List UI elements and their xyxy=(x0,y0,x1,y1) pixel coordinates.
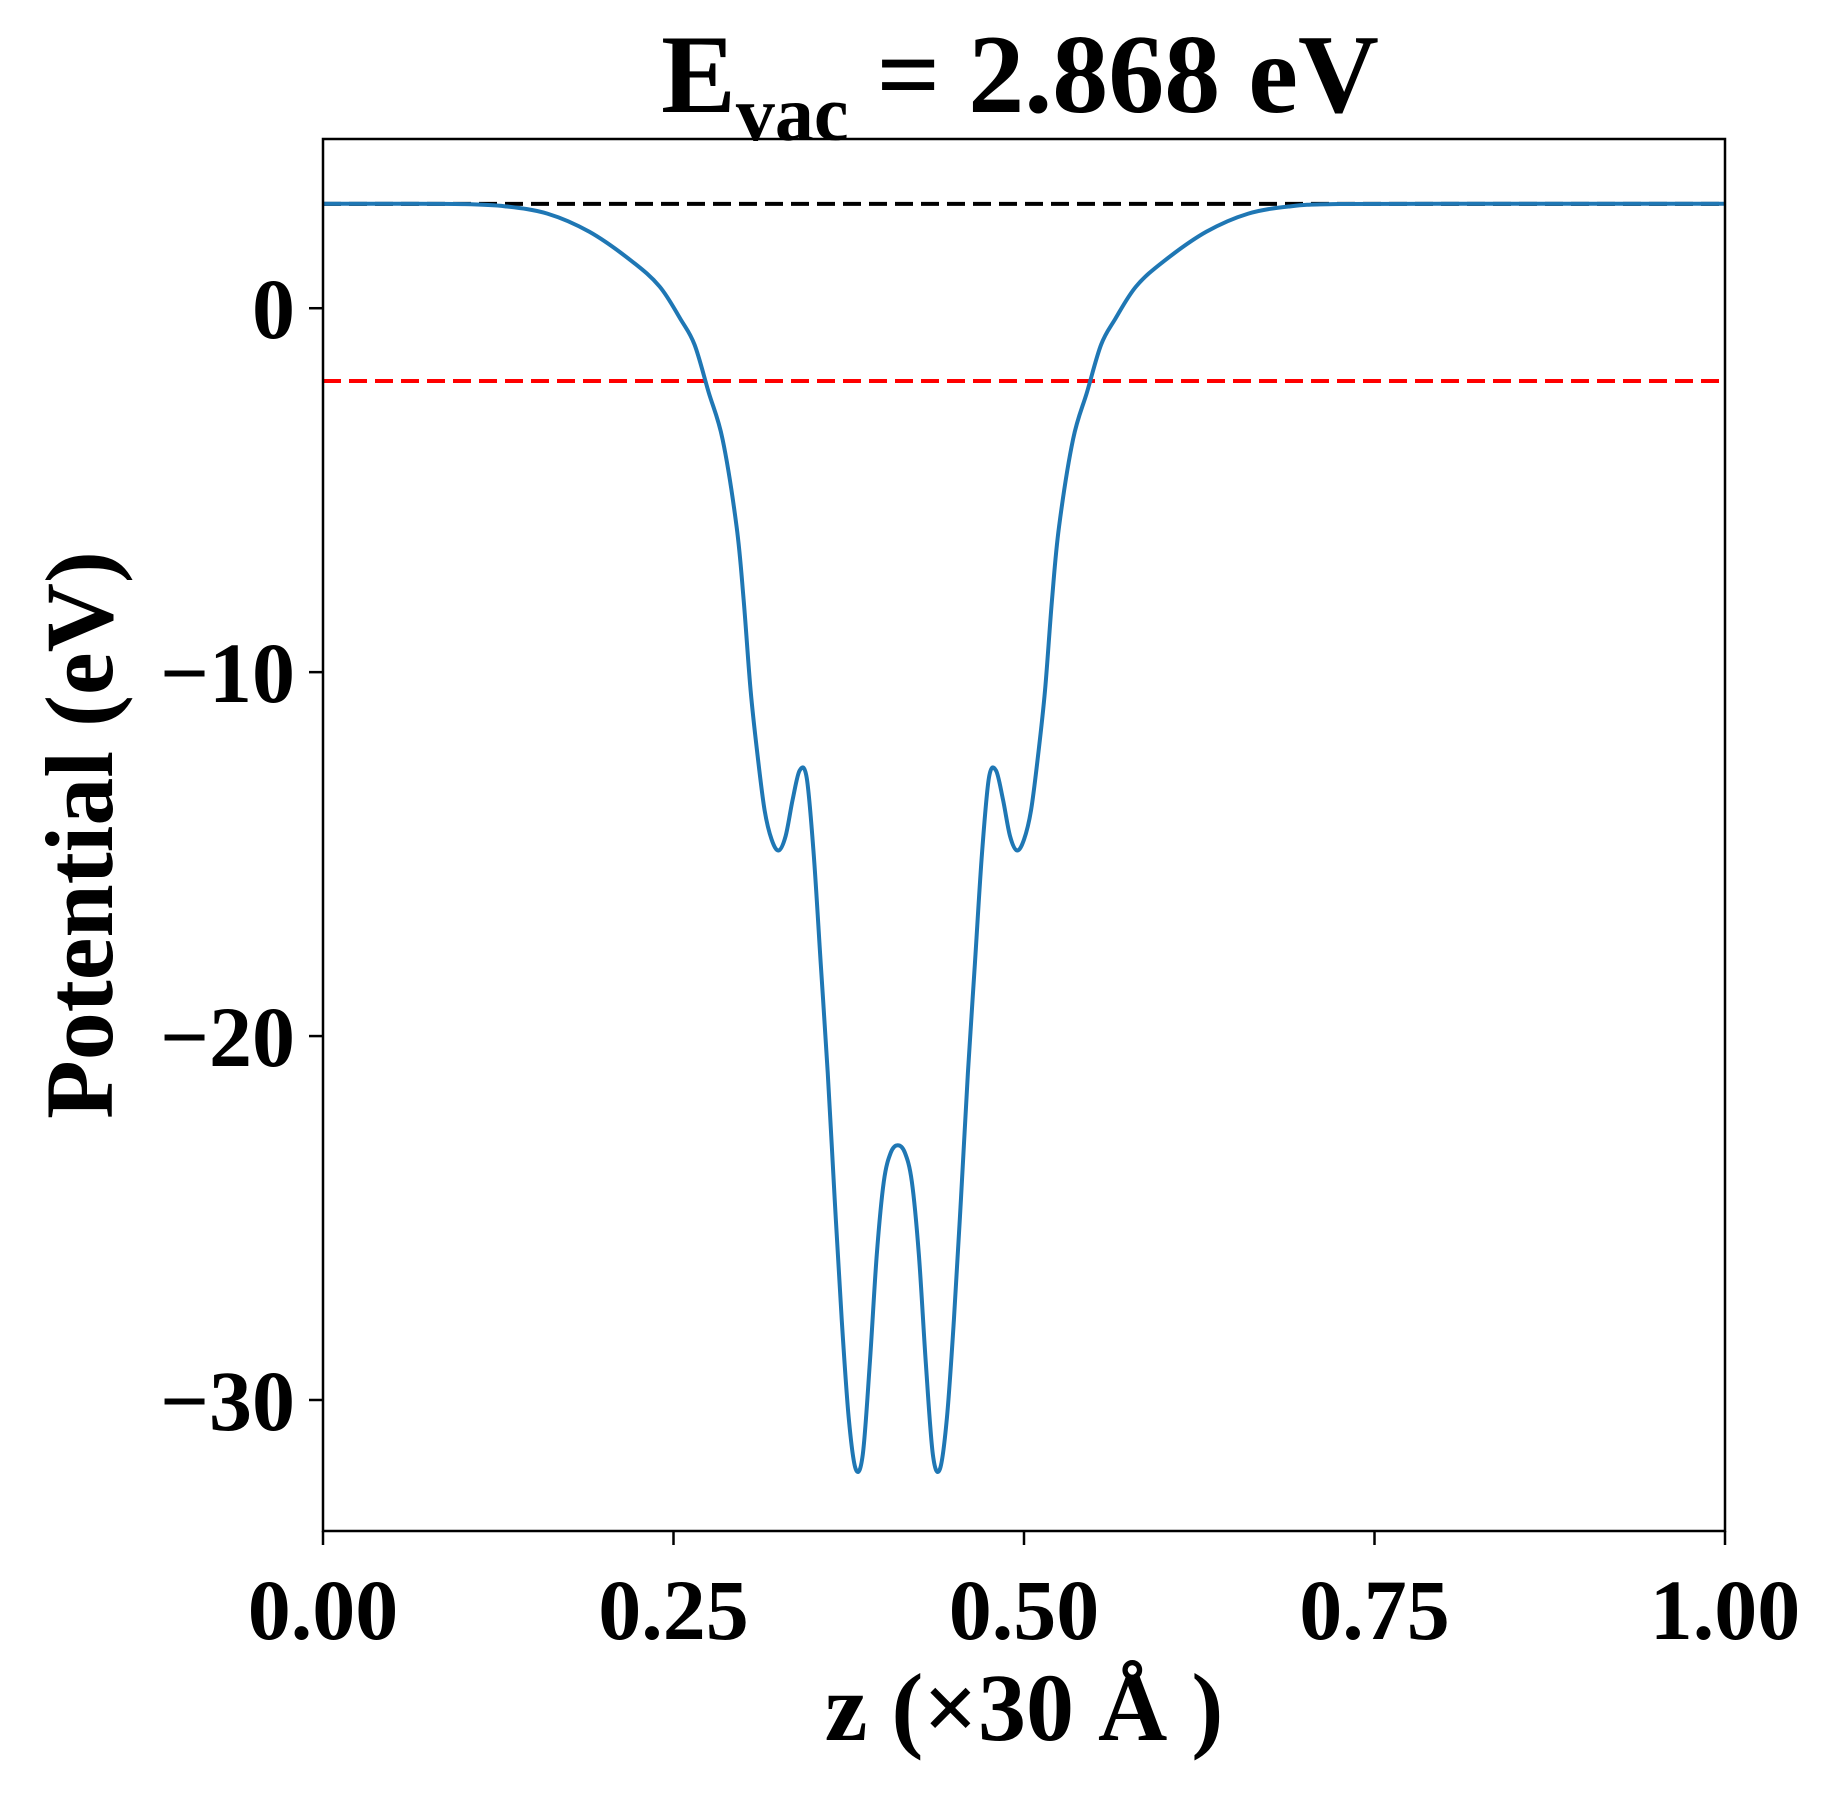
x-tick-label: 0.00 xyxy=(248,1562,399,1658)
x-tick-label: 0.25 xyxy=(598,1562,749,1658)
y-axis-label: Potential (eV) xyxy=(26,551,133,1119)
x-tick-label: 0.50 xyxy=(949,1562,1100,1658)
series-line-0 xyxy=(322,201,1726,1474)
x-tick-label: 1.00 xyxy=(1650,1562,1801,1658)
y-tick-label: 0 xyxy=(252,261,295,357)
x-axis-label: z (×30 Å ) xyxy=(825,1654,1224,1761)
x-tick-label: 0.75 xyxy=(1299,1562,1450,1658)
chart-title: Evac = 2.868 eV xyxy=(661,13,1379,157)
y-tick-label: −20 xyxy=(160,989,295,1085)
y-tick-label: −10 xyxy=(160,625,295,721)
y-tick-label: −30 xyxy=(160,1353,295,1449)
